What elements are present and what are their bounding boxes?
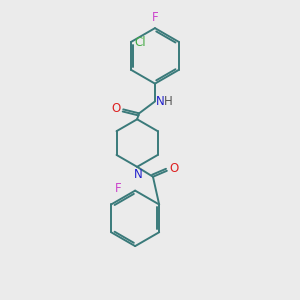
Text: N: N [134, 168, 142, 181]
Text: F: F [115, 182, 121, 195]
Text: O: O [170, 162, 179, 175]
Text: H: H [164, 95, 172, 108]
Text: F: F [152, 11, 158, 24]
Text: N: N [156, 95, 165, 108]
Text: O: O [111, 102, 120, 115]
Text: Cl: Cl [134, 35, 146, 49]
